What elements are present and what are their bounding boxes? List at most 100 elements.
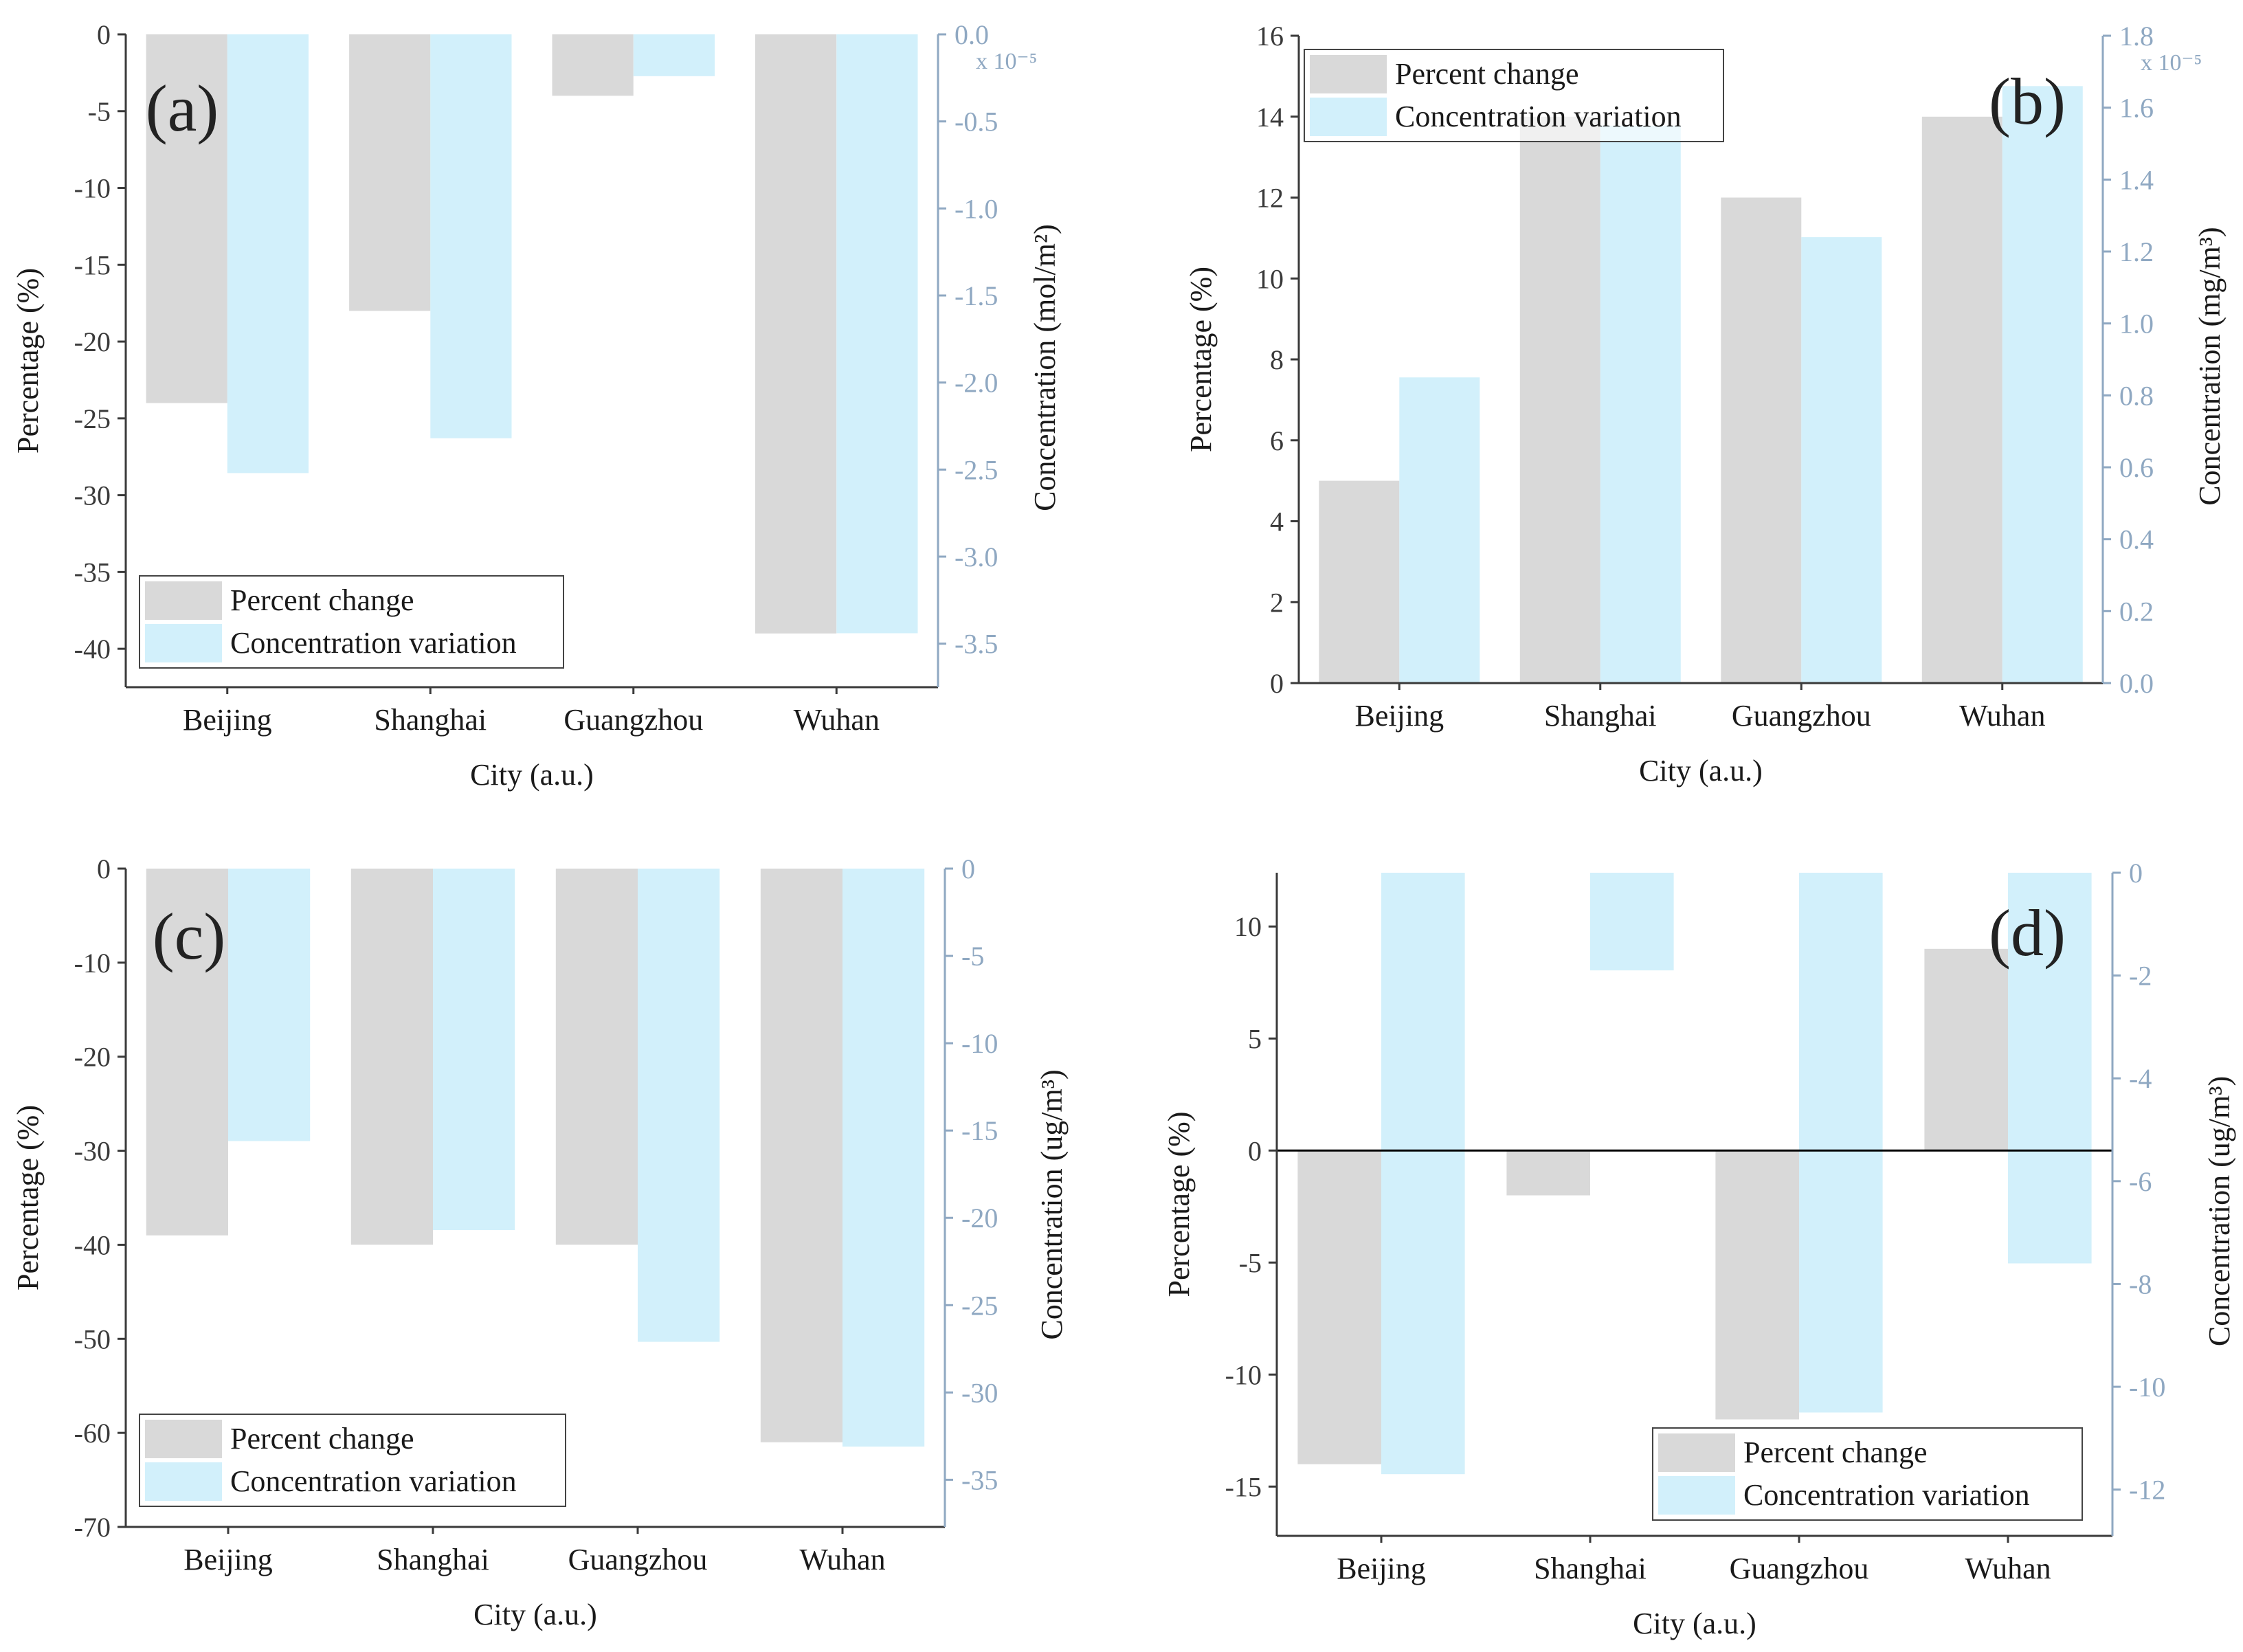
- concentration-bar-wuhan: [2002, 86, 2083, 684]
- legend-label-percent: Percent change: [1743, 1436, 1928, 1469]
- y2-tick-label: -8: [2129, 1269, 2152, 1299]
- percent-bar-guangzhou: [1715, 1150, 1799, 1420]
- y-tick-label: -30: [74, 480, 111, 511]
- y2-tick-label: -2: [2129, 961, 2152, 992]
- y-tick-label: 10: [1234, 911, 1262, 942]
- y2-tick-label: -15: [961, 1115, 998, 1146]
- y-axis-title: Percentage (%): [1184, 267, 1218, 452]
- y2-axis-title: Concentration (ug/m³): [2202, 1076, 2236, 1346]
- concentration-bar-guangzhou: [1799, 873, 1883, 1413]
- y-tick-label: -10: [74, 948, 111, 979]
- y2-axis-title: Concentration (mol/m²): [1028, 224, 1062, 511]
- y-axis-title: Percentage (%): [11, 268, 45, 454]
- x-tick-label: Guangzhou: [563, 703, 703, 737]
- concentration-bar-guangzhou: [1801, 237, 1882, 684]
- x-tick-label: Wuhan: [1959, 699, 2045, 733]
- concentration-bar-wuhan: [2008, 873, 2092, 1264]
- y2-tick-label: 0.0: [2119, 668, 2154, 699]
- percent-bar-wuhan: [1921, 116, 2002, 684]
- legend-label-percent: Percent change: [230, 1422, 414, 1455]
- y2-tick-label: 1.6: [2119, 93, 2154, 124]
- legend-label-percent: Percent change: [230, 583, 414, 617]
- y-axis-title: Percentage (%): [11, 1105, 45, 1291]
- concentration-bar-guangzhou: [633, 34, 715, 76]
- percent-bar-beijing: [1319, 480, 1400, 683]
- concentration-bar-wuhan: [836, 34, 918, 634]
- concentration-bar-guangzhou: [638, 869, 720, 1342]
- panel-label: (c): [153, 900, 226, 973]
- y2-tick-label: -1.0: [955, 193, 998, 224]
- y2-tick-label: -4: [2129, 1063, 2152, 1094]
- legend-label-concentration: Concentration variation: [1743, 1478, 2030, 1512]
- y2-tick-label: -3.5: [955, 629, 998, 660]
- legend-swatch-concentration: [1658, 1476, 1735, 1515]
- x-tick-label: Shanghai: [1544, 699, 1657, 733]
- legend-swatch-concentration: [145, 624, 222, 662]
- y-tick-label: -20: [74, 1042, 111, 1073]
- x-tick-label: Wuhan: [799, 1543, 885, 1576]
- legend-swatch-percent: [145, 1420, 222, 1458]
- legend-swatch-percent: [1658, 1433, 1735, 1472]
- legend-swatch-concentration: [145, 1462, 222, 1501]
- concentration-bar-shanghai: [430, 34, 512, 438]
- percent-bar-shanghai: [1519, 116, 1600, 684]
- y-tick-label: 0: [1248, 1135, 1262, 1166]
- chart-panel-3: Beijing Shanghai Guangzhou Wuhan 0 -10 -20 -30 -…: [11, 853, 1069, 1631]
- legend-label-concentration: Concentration variation: [230, 1464, 517, 1498]
- percent-bar-beijing: [146, 34, 227, 403]
- y2-tick-label: -5: [961, 941, 984, 972]
- y2-tick-label: 1.2: [2119, 236, 2154, 267]
- x-axis-title: City (a.u.): [1639, 754, 1763, 788]
- y2-multiplier-label: x 10⁻⁵: [976, 49, 1037, 74]
- y-tick-label: -25: [74, 403, 111, 434]
- concentration-bar-beijing: [227, 34, 309, 473]
- y-axis-title: Percentage (%): [1162, 1112, 1196, 1297]
- x-tick-label: Guangzhou: [1732, 699, 1871, 733]
- y-tick-label: 12: [1256, 183, 1284, 214]
- y-tick-label: 14: [1256, 102, 1284, 133]
- y-tick-label: -5: [88, 96, 111, 127]
- x-tick-label: Guangzhou: [1730, 1552, 1869, 1585]
- concentration-bar-wuhan: [842, 869, 925, 1447]
- y2-tick-label: -0.5: [955, 107, 998, 137]
- y2-tick-label: 0.4: [2119, 524, 2154, 555]
- y-tick-label: 5: [1248, 1023, 1262, 1054]
- y2-tick-label: -25: [961, 1290, 998, 1321]
- concentration-bar-beijing: [1399, 377, 1480, 683]
- y2-multiplier-label: x 10⁻⁵: [2141, 50, 2202, 76]
- percent-bar-wuhan: [755, 34, 837, 634]
- percent-bar-guangzhou: [552, 34, 634, 96]
- x-tick-label: Guangzhou: [568, 1543, 708, 1576]
- panel-label: (a): [146, 71, 219, 145]
- y2-tick-label: -6: [2129, 1166, 2152, 1197]
- y-tick-label: 0: [1270, 668, 1284, 699]
- y2-tick-label: -2.0: [955, 368, 998, 399]
- y-tick-label: 10: [1256, 263, 1284, 294]
- y2-tick-label: -3.0: [955, 542, 998, 572]
- y-tick-label: -5: [1239, 1247, 1262, 1278]
- x-axis-title: City (a.u.): [1633, 1607, 1756, 1640]
- concentration-bar-beijing: [1381, 873, 1465, 1475]
- legend-swatch-percent: [1310, 55, 1387, 93]
- x-tick-label: Wuhan: [794, 703, 880, 737]
- chart-panel-2: Beijing Shanghai Guangzhou Wuhan 0 2 4 6 8 10 12 14…: [1184, 21, 2227, 788]
- y-tick-label: -70: [74, 1512, 111, 1543]
- legend-label-concentration: Concentration variation: [1395, 100, 1682, 133]
- y2-axis-title: Concentration (ug/m³): [1035, 1069, 1069, 1339]
- y-tick-label: -15: [74, 249, 111, 280]
- percent-bar-beijing: [1297, 1150, 1381, 1464]
- percent-bar-wuhan: [760, 869, 842, 1442]
- y-tick-label: 2: [1270, 587, 1284, 618]
- y-tick-label: -10: [74, 173, 111, 204]
- y-tick-label: 8: [1270, 344, 1284, 375]
- legend-label-percent: Percent change: [1395, 57, 1579, 91]
- chart-panel-1: Beijing Shanghai Guangzhou Wuhan 0 -5 -10 -15 -2…: [11, 19, 1062, 792]
- y2-tick-label: 1.0: [2119, 309, 2154, 339]
- y-tick-label: -40: [74, 1229, 111, 1260]
- concentration-bar-shanghai: [1600, 125, 1681, 684]
- y2-tick-label: -35: [961, 1464, 998, 1495]
- y2-tick-label: 0: [961, 853, 975, 884]
- y-tick-label: -30: [74, 1136, 111, 1167]
